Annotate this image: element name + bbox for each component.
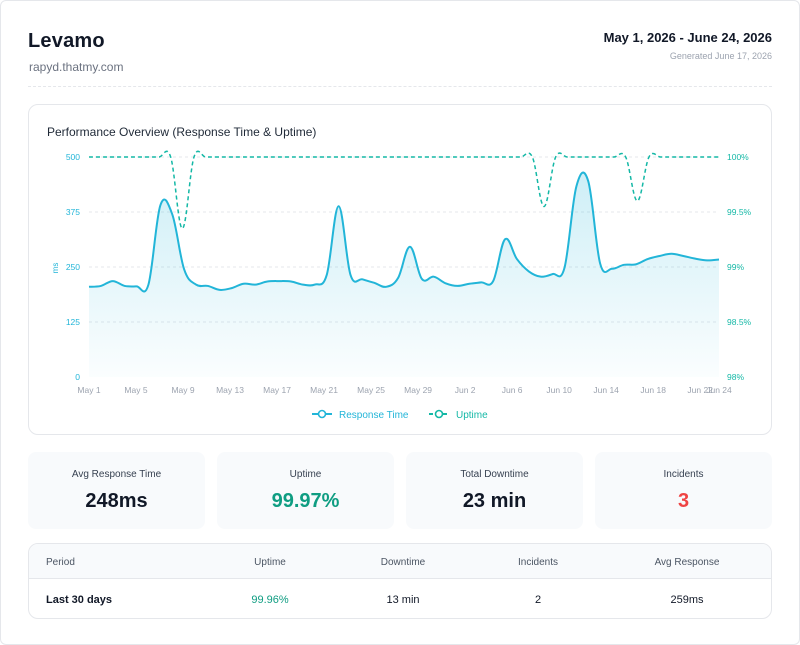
x-tick-label: Jun 6 xyxy=(502,385,523,395)
x-tick-label: Jun 2 xyxy=(455,385,476,395)
date-range: May 1, 2026 - June 24, 2026 xyxy=(603,30,772,45)
x-tick-label: May 21 xyxy=(310,385,338,395)
y-left-tick-label: 0 xyxy=(75,372,80,382)
x-tick-label: May 29 xyxy=(404,385,432,395)
table-cell-avg-response: 259ms xyxy=(670,594,704,606)
performance-chart-card: Performance Overview (Response Time & Up… xyxy=(28,104,772,435)
x-tick-label: May 17 xyxy=(263,385,291,395)
y-left-tick-label: 125 xyxy=(66,317,80,327)
y-right-tick-label: 98% xyxy=(727,372,744,382)
stat-value: 99.97% xyxy=(271,490,340,512)
y-right-tick-label: 99% xyxy=(727,262,744,272)
table-header-period: Period xyxy=(46,557,75,568)
stat-card-uptime: Uptime 99.97% xyxy=(217,452,394,529)
uptime-line xyxy=(88,150,719,230)
y-right-tick-label: 99.5% xyxy=(727,207,752,217)
site-url: rapyd.thatmy.com xyxy=(29,60,124,74)
x-tick-label: Jun 22 xyxy=(687,385,713,395)
stat-value: 248ms xyxy=(85,490,148,512)
table-cell-downtime: 13 min xyxy=(386,594,420,606)
stat-label: Total Downtime xyxy=(460,469,529,480)
stat-card-total-downtime: Total Downtime 23 min xyxy=(406,452,583,529)
brand-title: Levamo xyxy=(28,30,105,52)
stat-value: 3 xyxy=(677,490,690,512)
table-header-uptime: Uptime xyxy=(254,557,286,568)
legend-response-label: Response Time xyxy=(339,410,409,421)
table-cell-incidents: 2 xyxy=(534,594,542,606)
y-right-tick-label: 100% xyxy=(727,152,749,162)
x-tick-label: Jun 14 xyxy=(593,385,619,395)
x-tick-label: May 13 xyxy=(216,385,244,395)
stat-value: 23 min xyxy=(462,490,527,512)
table-header-incidents: Incidents xyxy=(517,557,559,568)
y-left-tick-label: 375 xyxy=(66,207,80,217)
response-time-line xyxy=(88,171,720,293)
x-tick-label: Jun 10 xyxy=(546,385,572,395)
x-tick-label: Jun 18 xyxy=(640,385,666,395)
chart-title: Performance Overview (Response Time & Up… xyxy=(47,125,317,139)
x-tick-label: May 5 xyxy=(124,385,147,395)
stat-label: Incidents xyxy=(663,469,704,480)
y-right-tick-label: 98.5% xyxy=(727,317,752,327)
stat-card-incidents: Incidents 3 xyxy=(595,452,772,529)
response-time-area xyxy=(89,172,719,377)
table-header-row xyxy=(29,544,771,579)
table-header-downtime: Downtime xyxy=(380,557,426,568)
x-tick-label: May 9 xyxy=(171,385,194,395)
x-tick-label: May 25 xyxy=(357,385,385,395)
y-left-tick-label: 500 xyxy=(66,152,80,162)
x-tick-label: May 1 xyxy=(77,385,100,395)
table-cell-period: Last 30 days xyxy=(46,594,113,606)
header-divider xyxy=(28,86,772,87)
stat-label: Uptime xyxy=(289,469,322,480)
stat-card-avg-response: Avg Response Time 248ms xyxy=(28,452,205,529)
summary-table: Period Uptime Downtime Incidents Avg Res… xyxy=(28,543,772,619)
y-left-tick-label: 250 xyxy=(66,262,80,272)
y-axis-left-label: ms xyxy=(51,263,60,274)
x-tick-label: Jun 24 xyxy=(706,385,732,395)
stat-label: Avg Response Time xyxy=(71,469,162,480)
generated-date: Generated June 17, 2026 xyxy=(669,51,772,61)
legend-response-marker xyxy=(317,409,327,419)
performance-chart: 0 98% 125 98.5% 250 99% 375 99.5% 500 100% May 1 Ma… xyxy=(51,150,752,421)
legend-uptime-label: Uptime xyxy=(456,410,488,421)
table-header-avg-response: Avg Response xyxy=(654,557,720,568)
legend-uptime-marker xyxy=(434,409,444,419)
table-cell-uptime: 99.96% xyxy=(251,594,289,606)
